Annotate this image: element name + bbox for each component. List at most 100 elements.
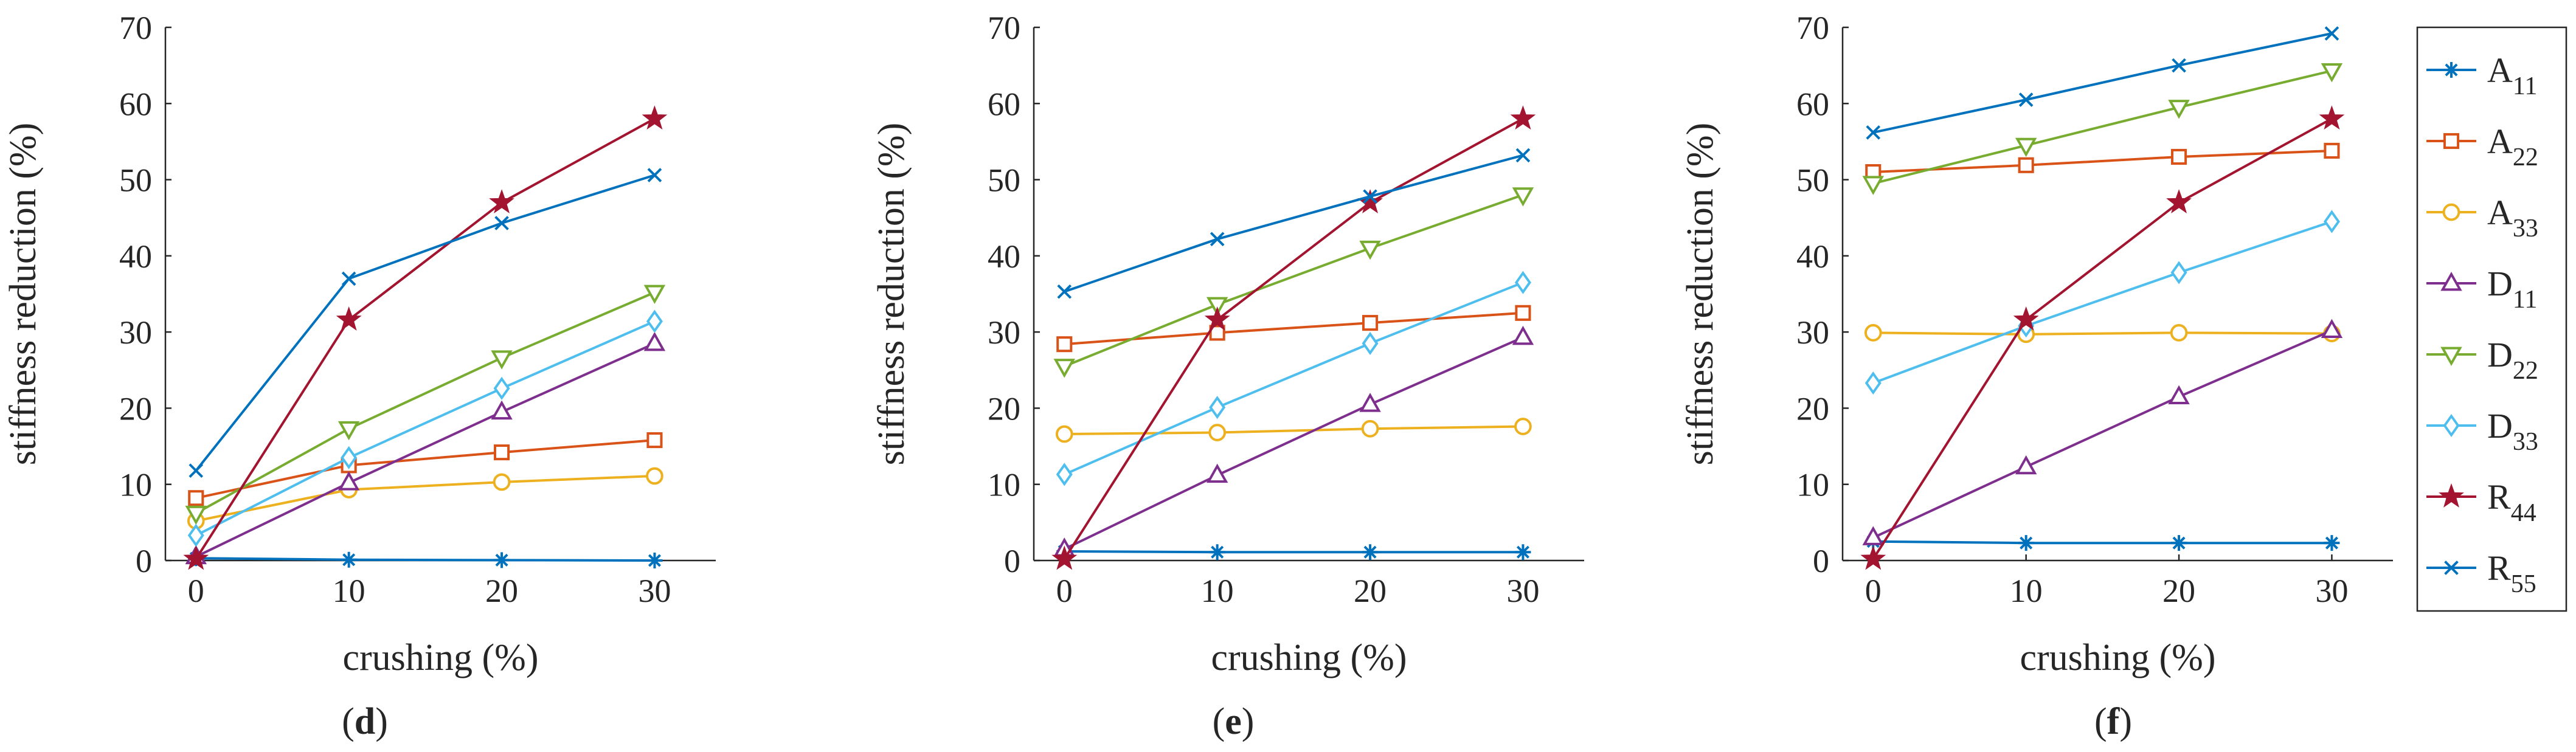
x-tick-label: 30 [1506,573,1539,609]
data-point-D33 [1514,271,1531,294]
data-point-A22 [494,444,510,461]
y-tick-label: 30 [1796,314,1829,351]
series-R44 [1051,105,1536,570]
y-tick-label: 20 [988,390,1020,427]
series-D33 [187,309,663,547]
data-point-D22 [491,350,513,370]
legend-item-A11: A11 [2426,50,2537,100]
series-R55 [1057,148,1531,299]
y-tick-label: 30 [988,314,1020,351]
series-D11 [1862,319,2343,545]
data-point-A22 [1056,336,1073,353]
series-line-A11 [1873,540,2332,545]
data-point-R44 [1204,306,1230,331]
legend-label-main: R [2487,477,2511,517]
panel-label: (e) [1213,701,1255,742]
data-point-R55 [1210,232,1225,247]
data-point-D11 [643,331,666,351]
legend-item-R55: R55 [2426,548,2536,598]
series-D33 [1056,271,1531,486]
series-D33 [1864,210,2340,395]
data-point-D22 [1206,297,1228,317]
data-point-R44 [1051,545,1078,570]
x-tick-label: 30 [2315,573,2348,609]
series-line-R44 [1872,117,2333,560]
data-point-A11 [2171,535,2187,551]
data-point-D11 [1206,463,1228,483]
y-tick-label: 10 [1796,467,1829,503]
y-tick-label: 70 [988,10,1020,46]
legend-item-D11: D11 [2426,264,2537,314]
data-point-R44 [183,545,209,570]
panel-label: (d) [342,701,388,742]
data-point-A33 [1864,324,1882,342]
series-line-D22 [1064,193,1524,368]
data-point-D22 [2321,63,2343,83]
data-point-A22 [2324,142,2340,159]
legend-label-sub: 33 [2513,428,2538,456]
data-point-R55 [2324,26,2339,41]
data-point-R55 [1363,189,1377,204]
y-tick-label: 50 [119,162,152,199]
x-tick-label: 10 [333,573,365,609]
series-line-A11 [1064,550,1523,554]
data-point-A11 [2324,535,2340,551]
legend-label-sub: 55 [2511,570,2536,598]
data-point-A22 [1515,305,1531,321]
x-tick-label: 0 [188,573,204,609]
series-line-A33 [1064,425,1523,435]
panel-label-open: ( [342,701,355,742]
series-A11 [188,550,663,568]
y-tick-label: 60 [119,86,152,122]
series-line-D33 [195,320,656,537]
legend-label-main: A [2487,193,2513,232]
legend-marker-R55 [2444,561,2459,575]
legend-label-main: D [2487,406,2513,446]
y-tick-label: 10 [119,467,152,503]
data-point-D11 [338,471,360,491]
data-point-D22 [338,421,360,441]
data-point-A22 [2171,148,2187,165]
legend-label-main: R [2487,548,2511,588]
data-point-A22 [1209,325,1225,341]
series-A22 [188,432,663,506]
data-point-A11 [2018,535,2034,551]
data-point-A11 [646,553,663,568]
series-A11 [1056,543,1531,561]
data-point-R44 [2319,105,2345,130]
series-line-D11 [1064,336,1524,551]
legend-label-sub: 22 [2513,357,2538,385]
y-tick-label: 10 [988,467,1020,503]
data-point-R44 [336,306,362,331]
y-tick-label: 40 [119,238,152,275]
data-point-R55 [494,216,509,230]
data-point-D33 [1362,331,1379,355]
panel-label-open: ( [1213,701,1225,742]
data-point-A33 [2170,324,2188,342]
x-tick-label: 0 [1865,573,1882,609]
data-point-D22 [2015,137,2037,157]
series-line-D33 [1872,220,2333,384]
data-point-A11 [494,552,510,568]
x-tick-label: 10 [1201,573,1234,609]
legend-label-sub: 11 [2513,72,2537,100]
series-line-D11 [195,342,656,558]
legend-label: D22 [2487,335,2538,385]
legend-label-main: A [2487,122,2513,161]
panel-label-close: ) [2119,701,2132,742]
legend-box [2416,26,2567,612]
series-line-D33 [1064,281,1524,476]
data-point-D33 [1864,371,1882,395]
data-point-D11 [491,400,513,420]
data-point-R55 [1866,125,1881,140]
y-tick-label: 70 [119,10,152,46]
panel-label-close: ) [375,701,388,742]
y-tick-label: 20 [119,390,152,427]
data-point-R55 [189,463,204,478]
legend-item-A22: A22 [2426,122,2538,171]
data-point-D11 [1359,393,1381,412]
legend-marker-R44 [2439,483,2464,508]
data-point-D11 [2015,455,2037,475]
data-point-D11 [1862,526,1885,545]
legend-label: D33 [2487,406,2538,456]
